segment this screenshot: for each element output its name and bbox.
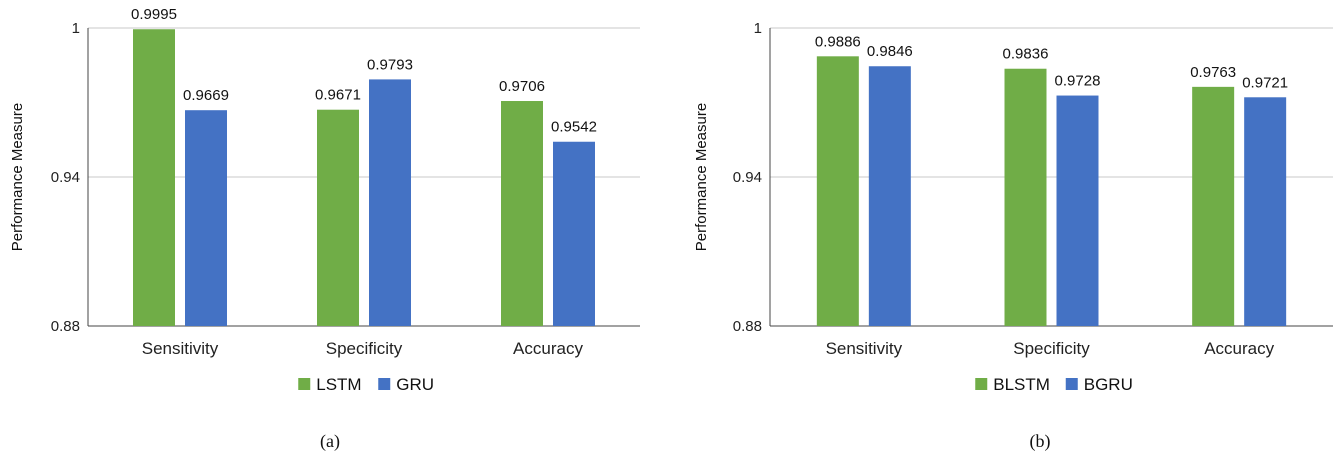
category-label: Accuracy <box>1204 339 1274 358</box>
data-label: 0.9763 <box>1190 64 1236 81</box>
data-label: 0.9846 <box>867 43 913 60</box>
legend-swatch-blstm <box>975 378 988 390</box>
category-label: Specificity <box>1013 339 1090 358</box>
data-label: 0.9728 <box>1055 73 1101 90</box>
figure-caption: (a) <box>320 431 340 452</box>
bar-blstm-specificity <box>1004 68 1047 326</box>
legend-swatch-gru <box>378 378 391 390</box>
bar-lstm-accuracy <box>501 101 543 326</box>
figure-caption: (b) <box>1030 431 1051 452</box>
y-tick-label: 0.88 <box>51 318 80 335</box>
data-label: 0.9671 <box>315 87 361 104</box>
data-label: 0.9706 <box>499 78 545 95</box>
data-label: 0.9721 <box>1242 74 1288 91</box>
bar-bgru-sensitivity <box>868 66 911 326</box>
legend-label: GRU <box>396 375 434 394</box>
data-label: 0.9542 <box>551 119 597 136</box>
legend-label: BLSTM <box>993 375 1050 394</box>
bar-bgru-specificity <box>1056 95 1099 327</box>
data-label: 0.9669 <box>183 87 229 104</box>
category-label: Specificity <box>326 339 403 358</box>
legend-swatch-lstm <box>298 378 311 390</box>
category-label: Sensitivity <box>142 339 219 358</box>
y-tick-label: 0.88 <box>733 318 762 335</box>
bar-blstm-accuracy <box>1192 86 1235 326</box>
bar-blstm-sensitivity <box>816 56 859 327</box>
y-tick-label: 0.94 <box>733 169 762 186</box>
bar-gru-accuracy <box>553 141 595 326</box>
data-label: 0.9886 <box>815 33 861 50</box>
data-label: 0.9836 <box>1003 46 1049 63</box>
bar-gru-sensitivity <box>185 110 227 326</box>
y-axis-label: Performance Measure <box>693 103 710 251</box>
category-label: Accuracy <box>513 339 583 358</box>
y-tick-label: 1 <box>754 20 762 37</box>
legend-label: BGRU <box>1084 375 1133 394</box>
bar-gru-specificity <box>369 79 411 326</box>
y-tick-label: 1 <box>72 20 80 37</box>
y-tick-label: 0.94 <box>51 169 80 186</box>
bar-lstm-sensitivity <box>133 29 175 326</box>
bar-lstm-specificity <box>317 109 359 327</box>
legend-label: LSTM <box>316 375 361 394</box>
data-label: 0.9793 <box>367 56 413 73</box>
legend-swatch-bgru <box>1065 378 1078 390</box>
category-label: Sensitivity <box>826 339 903 358</box>
data-label: 0.9995 <box>131 6 177 23</box>
y-axis-label: Performance Measure <box>9 103 26 251</box>
bar-bgru-accuracy <box>1244 97 1287 326</box>
